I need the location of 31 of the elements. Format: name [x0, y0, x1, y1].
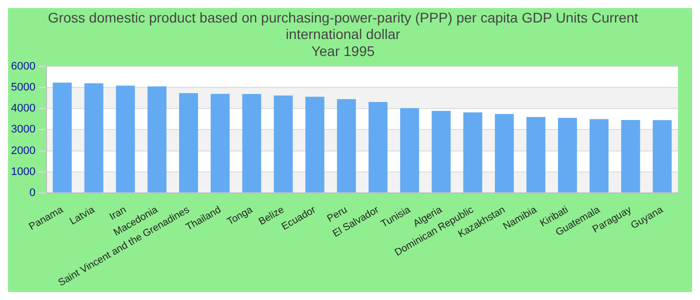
bar [368, 102, 388, 192]
bar [116, 86, 135, 192]
y-tick-label: 3000 [10, 124, 36, 136]
chart-title: Gross domestic product based on purchasing-power-parity (PPP) per capita GDP Units Current international dollar [48, 9, 638, 42]
y-tick-label: 0 [29, 186, 36, 199]
x-tick-label: Latvia [68, 204, 98, 228]
y-tick-label: 4000 [10, 102, 36, 115]
bar [558, 118, 577, 192]
bar [242, 94, 262, 192]
y-tick-label: 1000 [10, 166, 36, 178]
bar [84, 83, 104, 192]
bar [494, 114, 514, 192]
bar [148, 86, 166, 192]
y-tick-label: 5000 [10, 82, 36, 94]
chart-subtitle: Year 1995 [311, 42, 375, 59]
bar [210, 94, 230, 192]
bar [432, 110, 451, 192]
bar [400, 108, 420, 192]
y-tick-label: 2000 [10, 144, 36, 157]
bar [590, 119, 609, 192]
bar [305, 96, 324, 192]
bar [52, 82, 72, 192]
bar [463, 112, 482, 192]
bar [526, 117, 546, 192]
bar [179, 93, 198, 192]
bar [274, 96, 293, 192]
y-tick-label: 6000 [10, 60, 36, 72]
bar [652, 120, 672, 192]
bar [621, 120, 640, 192]
x-tick-label: Tonga [225, 204, 255, 228]
bar [336, 99, 356, 192]
